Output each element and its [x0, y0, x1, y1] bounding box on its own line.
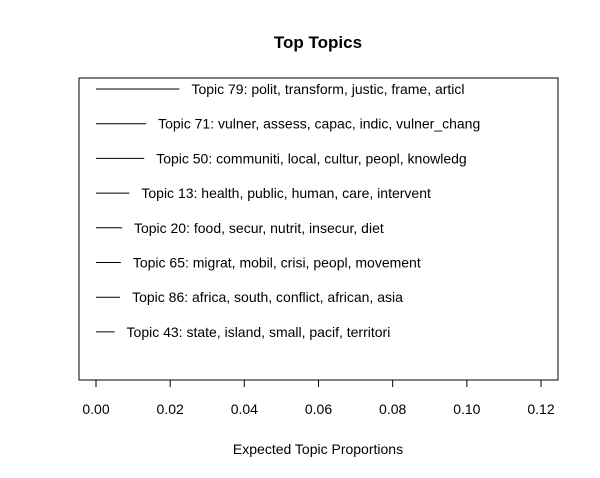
bar-label-3: Topic 50: communiti, local, cultur, peop… [156, 150, 467, 166]
x-tick-label-6: 0.12 [527, 401, 554, 417]
x-tick-label-2: 0.04 [231, 401, 258, 417]
x-tick-label-0: 0.00 [82, 401, 109, 417]
bars-group: Topic 79: polit, transform, justic, fram… [96, 81, 480, 340]
bar-label-1: Topic 79: polit, transform, justic, fram… [191, 81, 464, 97]
bar-label-7: Topic 86: africa, south, conflict, afric… [132, 289, 403, 305]
x-tick-label-3: 0.06 [305, 401, 332, 417]
bar-label-2: Topic 71: vulner, assess, capac, indic, … [158, 116, 480, 132]
x-tick-label-5: 0.10 [453, 401, 480, 417]
bar-label-6: Topic 65: migrat, mobil, crisi, peopl, m… [133, 255, 421, 271]
x-axis-label: Expected Topic Proportions [233, 441, 403, 457]
x-tick-label-4: 0.08 [379, 401, 406, 417]
bar-label-8: Topic 43: state, island, small, pacif, t… [127, 324, 391, 340]
x-axis: 0.00 0.02 0.04 0.06 0.08 0.10 0.12 [82, 379, 555, 417]
x-tick-label-1: 0.02 [157, 401, 184, 417]
bar-label-4: Topic 13: health, public, human, care, i… [141, 185, 431, 201]
bar-label-5: Topic 20: food, secur, nutrit, insecur, … [134, 220, 384, 236]
chart-title: Top Topics [274, 33, 362, 52]
